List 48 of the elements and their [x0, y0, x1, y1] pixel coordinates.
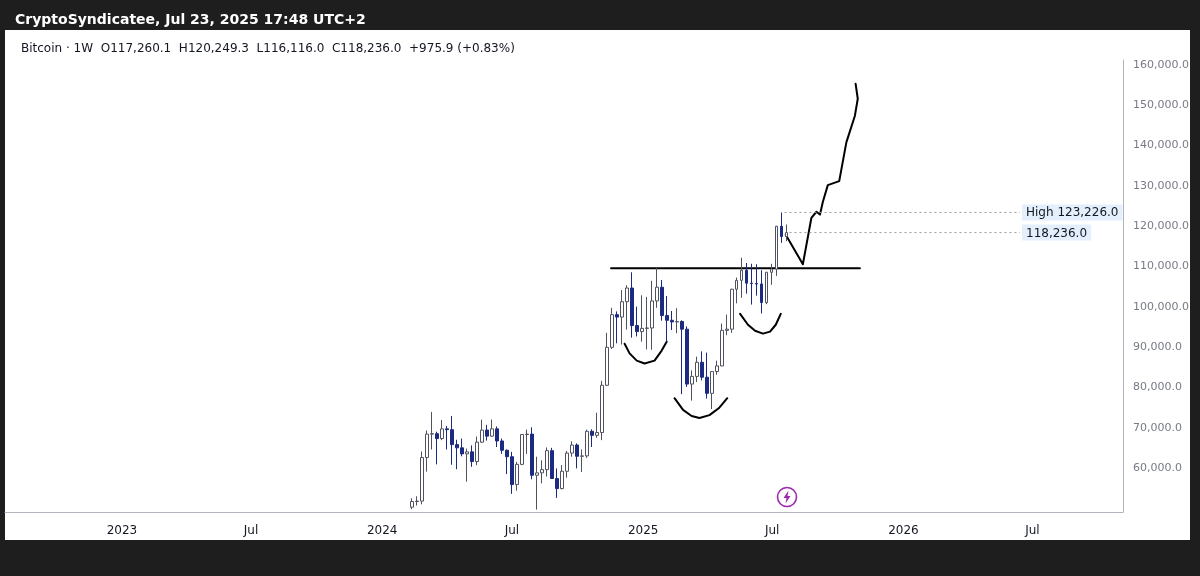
candlestick — [770, 263, 773, 286]
x-tick-label: 2026 — [888, 523, 919, 537]
candlestick — [465, 448, 469, 483]
candlestick — [590, 428, 594, 448]
candlestick — [675, 307, 679, 334]
annotation: 118,236.0 — [1026, 225, 1088, 240]
candlestick — [615, 310, 619, 344]
chart-subtitle: Bitcoin · 1W O117,260.1 H120,249.3 L116,116.0 C118,236.0 +975.9 (+0.83%) — [21, 41, 515, 55]
line-series — [623, 340, 668, 365]
x-tick-label: 2023 — [106, 523, 138, 537]
candlestick — [765, 271, 768, 305]
x-tick-label: Jul — [763, 523, 780, 537]
x-tick-label: 2025 — [627, 523, 659, 537]
candlestick — [775, 225, 778, 277]
candlestick — [485, 424, 489, 442]
y-tick-label: 90,000.0 — [1133, 340, 1182, 354]
y-tick-label: 100,000.0 — [1133, 299, 1189, 313]
y-tick-label: 60,000.0 — [1133, 461, 1182, 475]
x-tick-label: Jul — [242, 523, 259, 537]
y-tick-label: 70,000.0 — [1133, 420, 1182, 434]
x-tick-label: Jul — [1024, 523, 1040, 537]
candlestick — [435, 431, 439, 465]
candlestick — [740, 257, 743, 299]
x-tick-label: Jul — [503, 523, 520, 537]
candlestick — [760, 269, 763, 314]
annotation: High 123,226.0 — [1026, 205, 1119, 220]
y-tick-label: 110,000.0 — [1133, 259, 1189, 273]
y-tick-label: 140,000.0 — [1133, 138, 1189, 152]
y-tick-label: 80,000.0 — [1133, 380, 1182, 394]
candlestick — [490, 419, 494, 438]
candlestick — [750, 263, 753, 306]
line-series — [784, 82, 859, 266]
y-tick-label: 160,000.0 — [1133, 57, 1189, 71]
chart-title: CryptoSyndicatee, Jul 23, 2025 17:48 UTC+2 — [15, 11, 366, 27]
line-series — [739, 312, 782, 335]
y-tick-label: 120,000.0 — [1133, 218, 1189, 232]
x-tick-label: 2024 — [366, 523, 398, 537]
candlestick — [575, 442, 579, 469]
candlestick — [440, 419, 444, 441]
candlestick — [755, 263, 758, 297]
y-tick-label: 150,000.0 — [1133, 97, 1189, 111]
candlestick — [780, 211, 783, 244]
candlestick — [530, 426, 534, 480]
candlestick — [470, 444, 474, 468]
y-tick-label: 130,000.0 — [1133, 178, 1189, 192]
line-series — [673, 397, 729, 419]
candlestick — [785, 223, 788, 242]
candlestick — [745, 262, 748, 295]
